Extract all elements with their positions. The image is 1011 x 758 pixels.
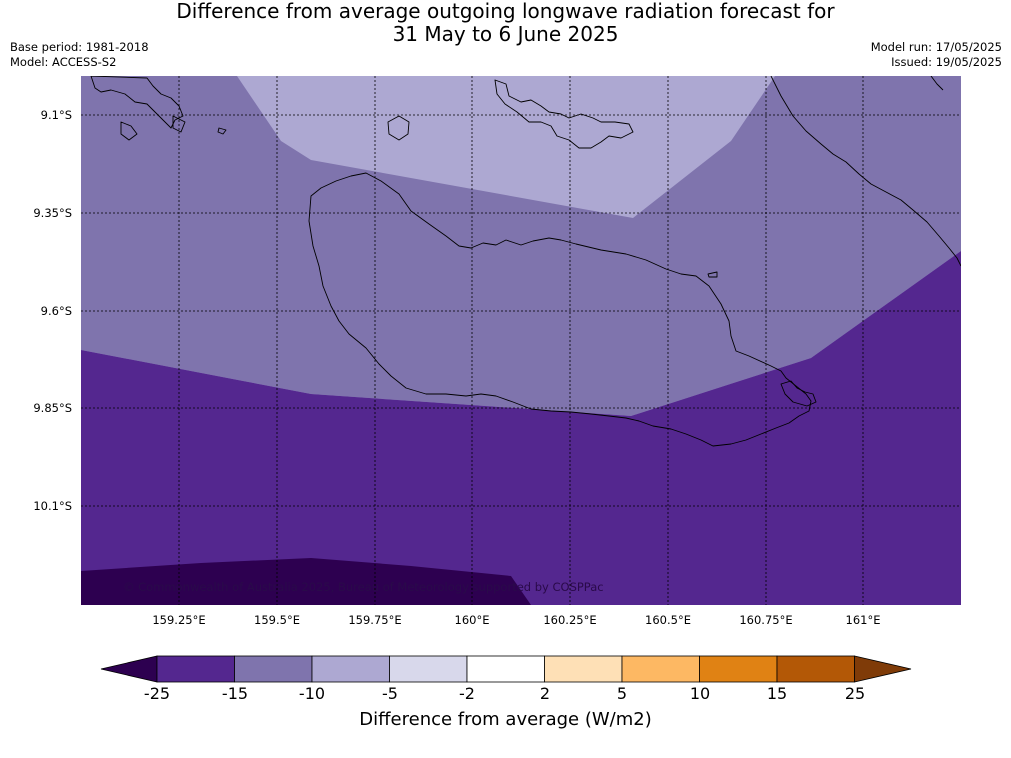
coastline-marau-islets <box>780 380 817 407</box>
chart-title: Difference from average outgoing longwav… <box>0 0 1011 46</box>
coastline-small-island <box>387 115 410 141</box>
coastline-left-islet <box>120 121 138 141</box>
cbar-cell-7 <box>699 655 778 683</box>
coastline-guadalcanal <box>308 172 812 447</box>
cbar-extend-high <box>854 655 912 683</box>
lon-label-0: 159.25°E <box>152 613 206 627</box>
cbar-tick-5: 2 <box>539 684 551 703</box>
coastlines <box>90 76 961 447</box>
meta-left: Base period: 1981-2018 Model: ACCESS-S2 <box>10 40 149 70</box>
coastline-malaita-inner <box>930 76 944 91</box>
cbar-cell-5 <box>544 655 623 683</box>
lat-label-0: 9.1°S <box>40 108 72 122</box>
gridlines <box>81 76 961 605</box>
cbar-tick-7: 10 <box>689 684 711 703</box>
lat-label-2: 9.6°S <box>40 304 72 318</box>
title-line-1: Difference from average outgoing longwav… <box>176 0 835 23</box>
coastline-florida-islands <box>494 79 634 149</box>
coastline-left-islet-3 <box>217 127 227 135</box>
issued-date: Issued: 19/05/2025 <box>891 55 1002 69</box>
cbar-tick-1: -15 <box>221 684 249 703</box>
lon-label-5: 160.5°E <box>645 613 691 627</box>
cbar-cell-4 <box>466 655 545 683</box>
base-period: Base period: 1981-2018 <box>10 40 149 54</box>
colorbar-label: Difference from average (W/m2) <box>359 709 652 730</box>
model-name: Model: ACCESS-S2 <box>10 55 117 69</box>
band-dark-purple <box>81 251 961 605</box>
cbar-cell-6 <box>621 655 700 683</box>
lon-label-2: 159.75°E <box>348 613 402 627</box>
copyright-notice: © Commonwealth of Australia 2025, Bureau… <box>123 580 604 594</box>
meta-right: Model run: 17/05/2025 Issued: 19/05/2025 <box>871 40 1002 70</box>
model-run: Model run: 17/05/2025 <box>870 40 1002 54</box>
lat-label-4: 10.1°S <box>33 499 72 513</box>
cbar-tick-8: 15 <box>766 684 788 703</box>
cbar-tick-3: -5 <box>382 684 398 703</box>
cbar-tick-6: 5 <box>616 684 628 703</box>
cbar-cell-2 <box>311 655 390 683</box>
cbar-tick-0: -25 <box>143 684 171 703</box>
lon-label-7: 161°E <box>845 613 881 627</box>
cbar-cell-3 <box>389 655 468 683</box>
coastline-left-islet-2 <box>172 115 186 133</box>
coastline-islet <box>707 271 718 278</box>
coastline-top-left-islands <box>90 76 184 129</box>
coastline-malaita <box>770 76 961 267</box>
cbar-cell-8 <box>776 655 855 683</box>
cbar-cell-0 <box>156 655 235 683</box>
cbar-tick-9: 25 <box>844 684 866 703</box>
band-deep-purple <box>81 558 531 605</box>
title-line-2: 31 May to 6 June 2025 <box>392 22 619 46</box>
cbar-extend-low <box>100 655 158 683</box>
lon-label-3: 160°E <box>454 613 490 627</box>
lon-label-1: 159.5°E <box>254 613 300 627</box>
cbar-tick-2: -10 <box>298 684 326 703</box>
band-medium-purple <box>81 76 961 416</box>
lon-label-6: 160.75°E <box>739 613 793 627</box>
cbar-tick-4: -2 <box>459 684 475 703</box>
colorbar <box>100 655 912 683</box>
cbar-cell-1 <box>234 655 313 683</box>
map-panel: © Commonwealth of Australia 2025, Bureau… <box>81 76 961 605</box>
lon-label-4: 160.25°E <box>543 613 597 627</box>
lat-label-1: 9.35°S <box>33 206 72 220</box>
lat-label-3: 9.85°S <box>33 401 72 415</box>
